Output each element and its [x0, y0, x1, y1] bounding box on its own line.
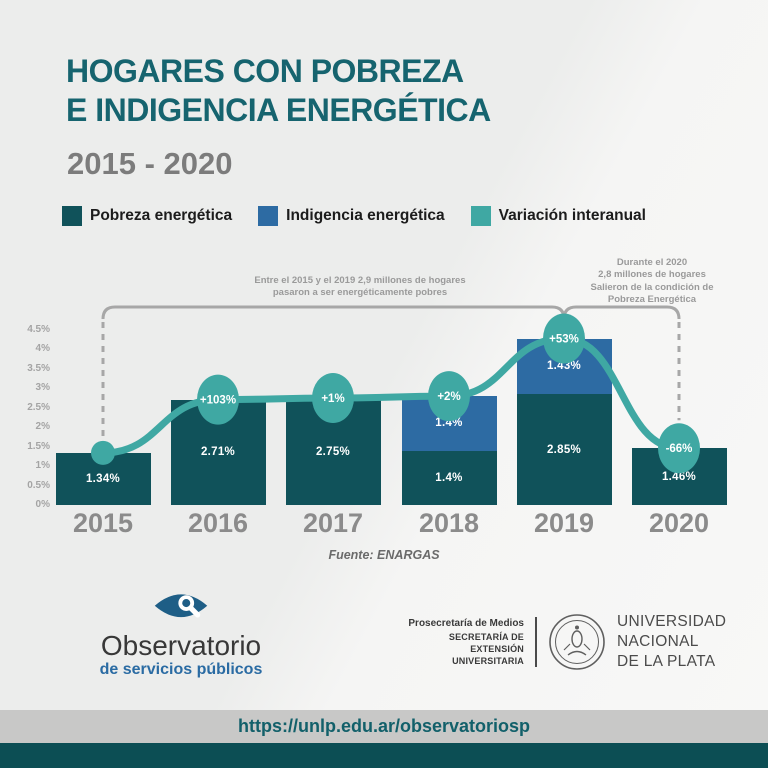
bar-value-label: 1.4% [435, 417, 463, 430]
title-line-1: HOGARES CON POBREZA [66, 53, 464, 89]
legend-item: Indigencia energética [258, 206, 445, 226]
annotation-2020: Durante el 2020 2,8 millones de hogares Sa… [557, 257, 747, 306]
bar-segment-indigencia: 1.4% [401, 396, 497, 451]
title-line-2: E INDIGENCIA ENERGÉTICA [66, 92, 491, 129]
bar-value-label: 1.46% [661, 470, 697, 483]
annotation-line: Durante el 2020 [616, 257, 688, 268]
unlp-logo-block: Prosecretaría de Medios SECRETARÍA DE EX… [396, 612, 726, 672]
y-axis-label: 2% [35, 421, 50, 433]
subtitle-years: 2015 - 2020 [67, 146, 233, 181]
x-axis-label: 2016 [187, 508, 249, 538]
annotation-line: pasaron a ser energéticamente pobres [272, 287, 448, 299]
bar-value-label: 1.4% [435, 471, 463, 484]
observatorio-title: Observatorio [100, 630, 262, 661]
observatorio-subtitle: de servicios públicos [99, 661, 263, 679]
legend-label: Pobreza energética [90, 207, 233, 224]
bracket-2015-2019 [101, 305, 566, 321]
observatorio-url-link[interactable]: https://unlp.edu.ar/observatoriosp [237, 716, 531, 736]
divider [535, 617, 537, 668]
x-axis-label: 2017 [302, 508, 364, 538]
unlp-name-line: DE LA PLATA [617, 653, 716, 671]
y-axis-label: 3.5% [27, 362, 50, 374]
bar-value-label: 2.75% [315, 445, 351, 458]
unlp-secretaria-text: Prosecretaría de Medios SECRETARÍA DE EX… [396, 617, 524, 667]
annotation-line: Entre el 2015 y el 2019 2,9 millones de … [254, 275, 466, 286]
bar-value-label: 1.43% [546, 360, 582, 373]
legend: Pobreza energética Indigencia energética V… [62, 206, 646, 226]
legend-item: Variación interanual [470, 206, 646, 226]
bar-segment-pobreza: 1.34% [55, 452, 151, 505]
y-axis-label: 1.5% [27, 440, 50, 452]
unlp-name-line: UNIVERSIDAD [617, 613, 727, 630]
bracket-2019-2020 [562, 305, 681, 320]
legend-item: Pobreza energética [62, 206, 232, 226]
observatorio-logo: Observatorio de servicios públicos [86, 589, 276, 679]
unlp-seal-icon [549, 614, 605, 671]
bar-segment-pobreza: 2.71% [170, 399, 266, 505]
unlp-name: UNIVERSIDAD NACIONAL DE LA PLATA [617, 612, 726, 672]
annotation-2015-2019: Entre el 2015 y el 2019 2,9 millones de … [190, 275, 530, 300]
legend-swatch [62, 206, 82, 226]
x-axis-label: 2018 [418, 508, 480, 538]
x-axis-label: 2015 [72, 508, 134, 538]
y-axis-label: 0% [35, 499, 50, 510]
y-axis-label: 3% [35, 382, 50, 394]
legend-label: Variación interanual [498, 207, 646, 224]
bar-segment-pobreza: 2.75% [285, 398, 381, 505]
bar-segment-pobreza: 1.46% [631, 448, 727, 505]
unlp-name-line: NACIONAL [617, 633, 699, 651]
annotation-line: Pobreza Energética [607, 294, 697, 306]
bar-value-label: 2.71% [200, 446, 236, 459]
x-axis-label: 2020 [648, 508, 710, 538]
extension-label: EXTENSIÓN UNIVERSITARIA [452, 643, 524, 667]
y-axis-label: 4.5% [27, 324, 50, 335]
secretaria-label: SECRETARÍA DE [448, 631, 524, 642]
url-bar: https://unlp.edu.ar/observatoriosp [0, 710, 768, 743]
source-note: Fuente: ENARGAS [328, 548, 440, 562]
annotation-line: 2,8 millones de hogares [598, 269, 706, 281]
page-title: HOGARES CON POBREZA E INDIGENCIA ENERGÉT… [66, 52, 491, 130]
legend-swatch [470, 206, 491, 226]
y-axis-label: 1% [35, 460, 50, 472]
legend-label: Indigencia energética [286, 207, 445, 224]
bar-value-label: 1.34% [85, 472, 121, 485]
bar-segment-pobreza: 2.85% [516, 394, 612, 505]
annotation-line: Salieron de la condición de [590, 281, 714, 293]
y-axis-label: 0.5% [27, 479, 50, 491]
legend-swatch [258, 206, 279, 226]
y-axis-label: 2.5% [27, 401, 50, 413]
bar-segment-pobreza: 1.4% [401, 450, 497, 505]
x-axis-label: 2019 [533, 508, 595, 538]
bar-segment-indigencia: 1.43% [516, 338, 612, 395]
y-axis-label: 4% [35, 343, 50, 355]
bar-value-label: 2.85% [546, 443, 582, 456]
eye-magnifier-icon [154, 594, 208, 618]
footer-band [0, 743, 768, 768]
prosecretaria-label: Prosecretaría de Medios [408, 618, 524, 630]
